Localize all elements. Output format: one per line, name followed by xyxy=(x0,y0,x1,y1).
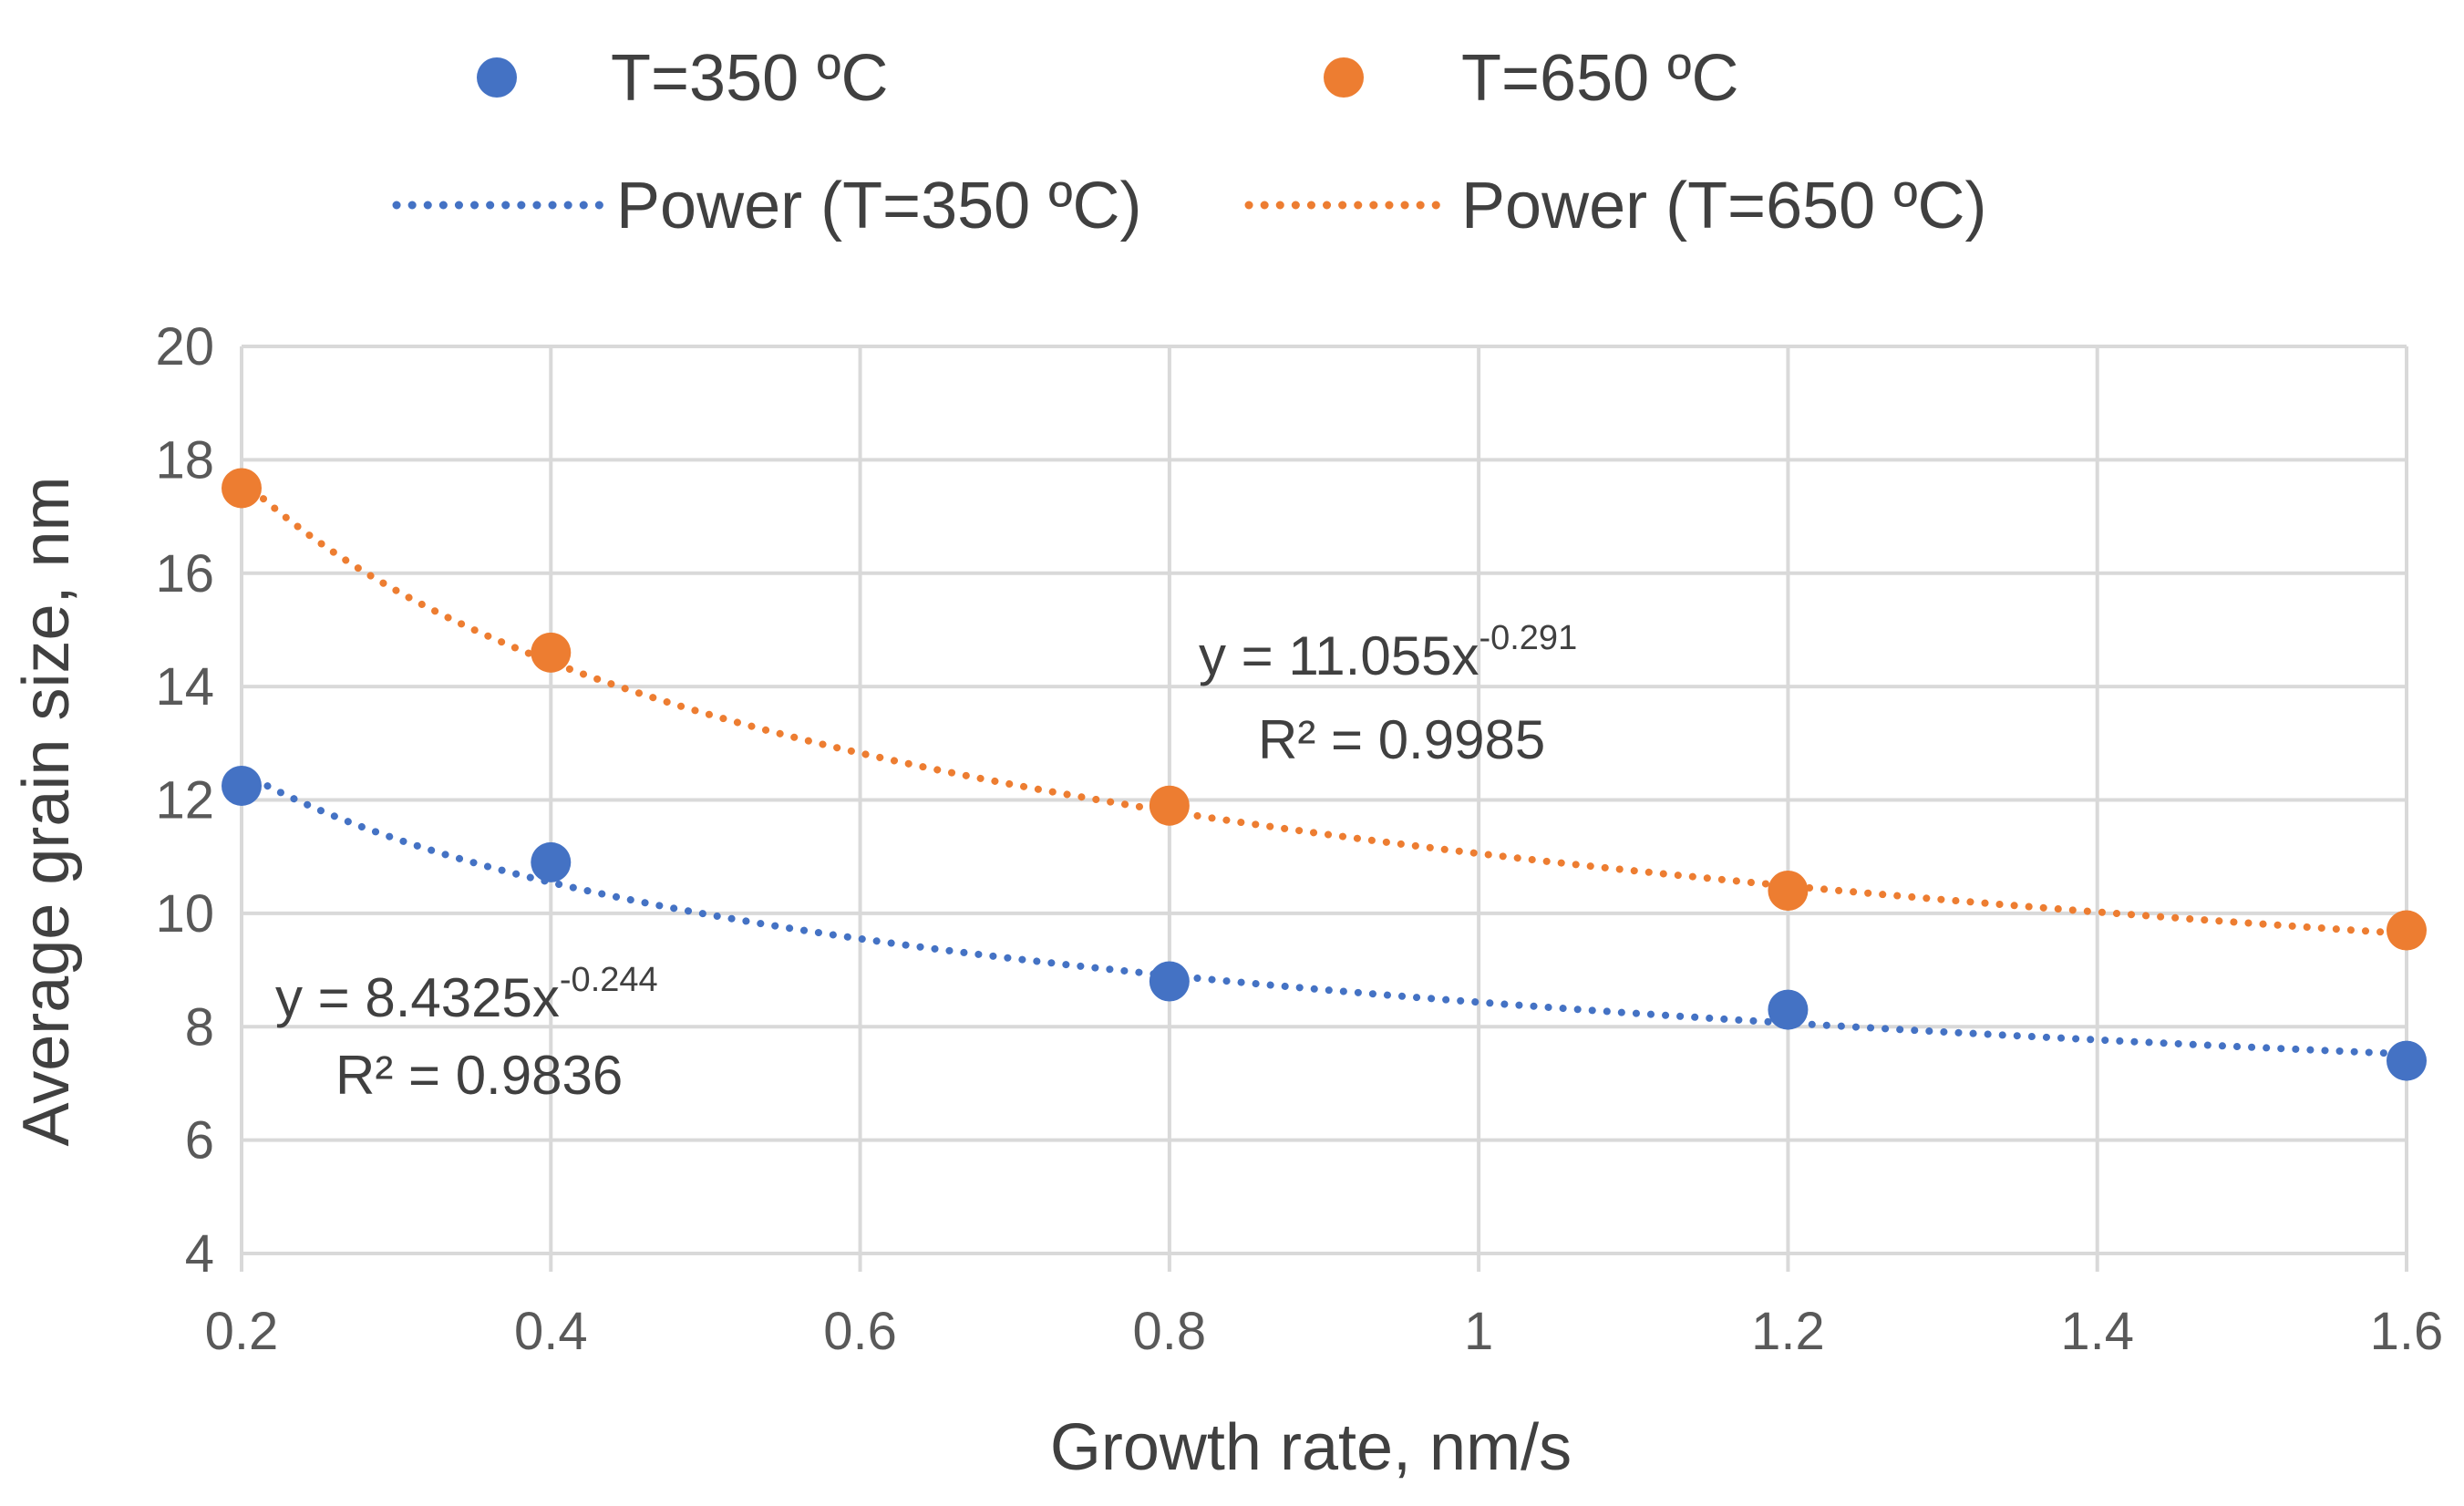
x-tick-label: 0.2 xyxy=(205,1302,279,1361)
y-tick-label: 20 xyxy=(155,317,214,376)
y-axis-title: Average grain size, nm xyxy=(10,476,83,1146)
legend-label-t350: T=350 ºC xyxy=(611,42,888,115)
legend-label-power-t350: Power (T=350 ºC) xyxy=(616,170,1142,242)
data-point-series-1 xyxy=(1149,785,1190,826)
trendlines xyxy=(238,475,2410,1058)
x-tick-label: 0.6 xyxy=(823,1302,897,1361)
x-tick-label: 1.4 xyxy=(2060,1302,2134,1361)
x-tick-label: 0.4 xyxy=(514,1302,588,1361)
equation-t350: y = 8.4325x-0.244 R² = 0.9836 xyxy=(275,961,658,1106)
legend-label-t650: T=650 ºC xyxy=(1461,42,1738,115)
x-tick-label: 1.6 xyxy=(2370,1302,2444,1361)
trendline-series-0 xyxy=(238,768,2410,1058)
tick-labels: 4 6 8 10 12 14 16 18 20 0.2 0.4 0.6 0.8 1 1.2 1.4 1.6 xyxy=(155,317,2443,1361)
trendline-series-1 xyxy=(238,475,2410,938)
data-point-series-0 xyxy=(222,765,262,806)
y-tick-label: 16 xyxy=(155,544,214,603)
data-point-series-1 xyxy=(2387,910,2427,951)
data-point-series-0 xyxy=(531,841,572,882)
y-tick-label: 14 xyxy=(155,657,214,717)
y-tick-label: 6 xyxy=(185,1111,214,1171)
equation-t650-formula: y = 11.055x-0.291 xyxy=(1199,619,1577,686)
legend: T=350 ºC T=650 ºC Power (T=350 ºC) Power… xyxy=(392,42,1987,242)
gridlines xyxy=(240,345,2408,1272)
equation-t650: y = 11.055x-0.291 R² = 0.9985 xyxy=(1199,619,1577,770)
x-axis-title: Growth rate, nm/s xyxy=(1050,1411,1572,1484)
equation-t650-r2: R² = 0.9985 xyxy=(1258,709,1545,770)
equation-t350-formula: y = 8.4325x-0.244 xyxy=(275,961,658,1028)
x-tick-label: 0.8 xyxy=(1133,1302,1207,1361)
equation-t350-r2: R² = 0.9836 xyxy=(335,1045,623,1106)
x-tick-label: 1 xyxy=(1464,1302,1493,1361)
y-tick-label: 18 xyxy=(155,430,214,490)
legend-label-power-t650: Power (T=650 ºC) xyxy=(1461,170,1987,242)
legend-marker-t350 xyxy=(477,57,517,98)
data-point-series-0 xyxy=(2387,1040,2427,1081)
data-point-series-0 xyxy=(1768,989,1809,1030)
y-tick-label: 4 xyxy=(185,1224,214,1284)
legend-marker-t650 xyxy=(1324,57,1364,98)
data-point-series-1 xyxy=(531,632,572,673)
y-tick-label: 10 xyxy=(155,884,214,944)
data-point-series-1 xyxy=(222,468,262,509)
y-tick-label: 12 xyxy=(155,771,214,830)
x-tick-label: 1.2 xyxy=(1751,1302,1825,1361)
data-points xyxy=(222,468,2427,1081)
data-point-series-1 xyxy=(1768,871,1809,911)
data-point-series-0 xyxy=(1149,961,1190,1002)
y-tick-label: 8 xyxy=(185,997,214,1057)
